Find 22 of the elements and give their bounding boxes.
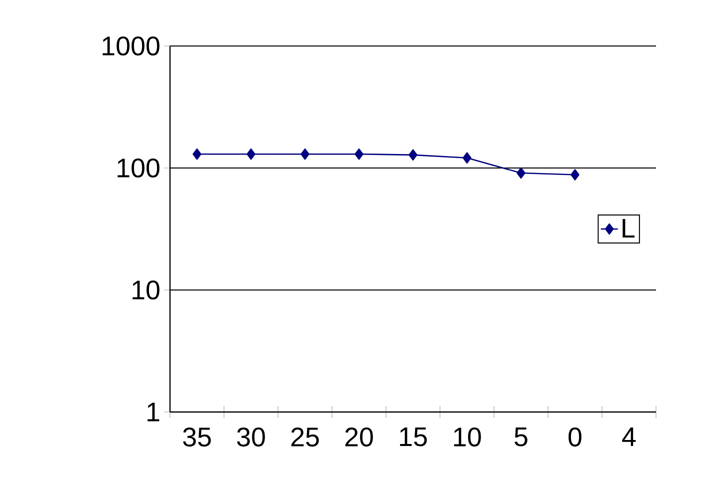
point xyxy=(354,148,364,160)
point xyxy=(300,148,310,160)
legend-label: L xyxy=(622,218,635,238)
x-tick-label: 5 xyxy=(514,428,528,446)
y-tick-label: 1000 xyxy=(102,36,160,56)
point xyxy=(516,167,526,179)
x-tick-label: 20 xyxy=(345,428,373,447)
point xyxy=(408,149,418,161)
point xyxy=(246,148,256,160)
y-tick-label: 1 xyxy=(148,402,160,422)
point xyxy=(462,152,472,164)
point xyxy=(570,169,580,180)
x-tick-label: 10 xyxy=(454,428,481,447)
x-tick-label: 25 xyxy=(291,428,319,447)
y-tick-label: 100 xyxy=(118,158,160,178)
x-tick-label: 30 xyxy=(237,428,265,447)
y-tick-label: 10 xyxy=(132,280,160,300)
x-tick-label: 0 xyxy=(568,428,582,447)
x-tick-label: 35 xyxy=(183,428,211,447)
point xyxy=(192,148,202,160)
x-tick-label: 4 xyxy=(622,428,636,446)
x-tick-label: 15 xyxy=(400,428,427,446)
